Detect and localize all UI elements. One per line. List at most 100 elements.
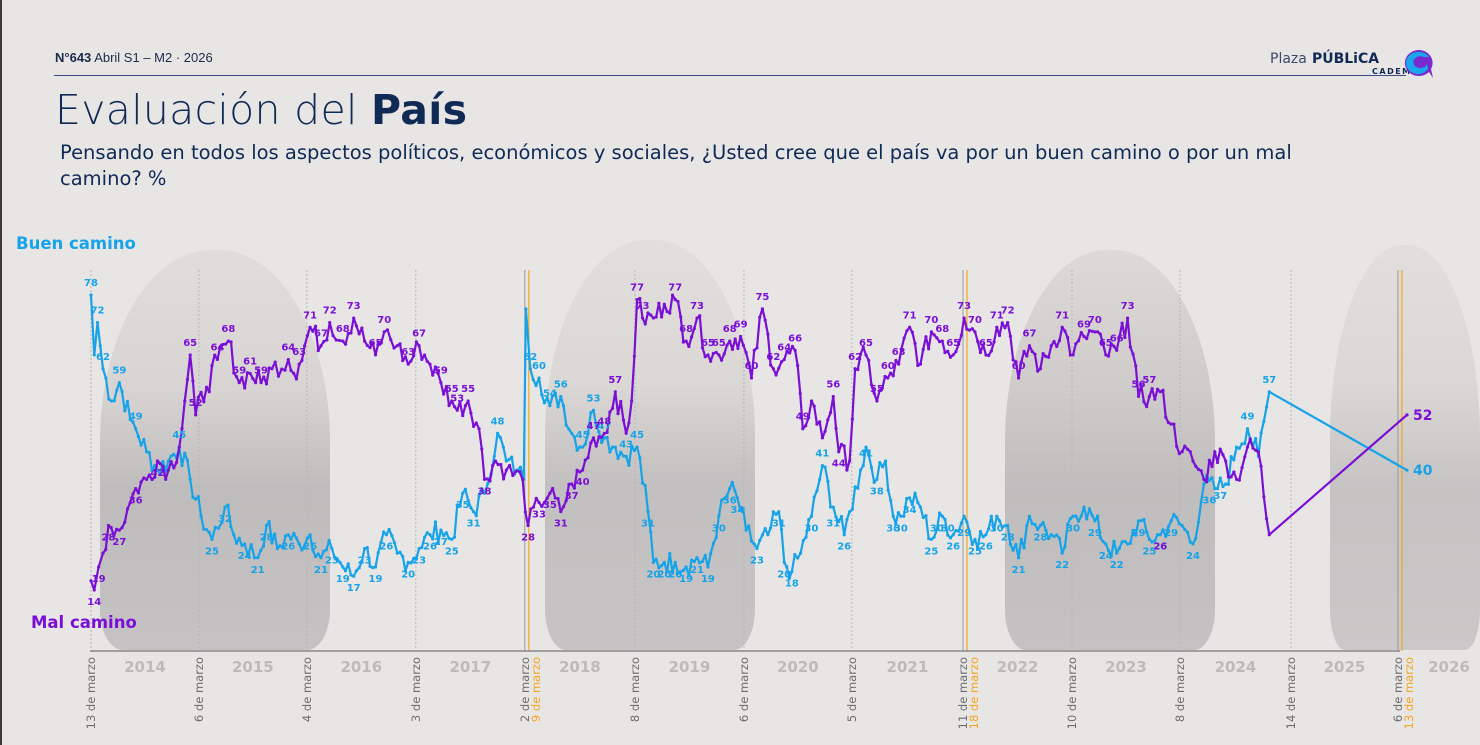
data-point [1240, 466, 1244, 470]
data-point [578, 445, 582, 449]
data-point [1019, 360, 1023, 364]
data-point [997, 333, 1002, 338]
data-label: 22 [1110, 560, 1124, 571]
data-point [316, 552, 320, 556]
data-point [433, 365, 438, 369]
data-label: 24 [1099, 551, 1113, 562]
year-label: 2024 [1215, 658, 1257, 676]
data-point [548, 404, 552, 408]
data-label: 45 [576, 430, 590, 441]
data-point [943, 517, 947, 521]
data-point [992, 528, 996, 532]
data-label: 41 [859, 449, 873, 460]
data-point [929, 537, 933, 541]
data-point [755, 346, 759, 350]
data-point [183, 399, 187, 403]
data-point [458, 504, 462, 508]
data-point [643, 322, 647, 326]
data-point [1000, 321, 1004, 325]
data-point [283, 534, 288, 538]
data-point [417, 546, 421, 551]
data-point [553, 391, 557, 395]
data-point [300, 358, 304, 363]
end-value-label: 40 [1413, 463, 1433, 479]
data-point [142, 437, 146, 442]
data-point [115, 388, 119, 392]
data-point [804, 424, 808, 428]
data-point [1128, 541, 1132, 545]
data-point [335, 557, 339, 561]
data-point [134, 487, 138, 491]
data-point [262, 375, 266, 379]
data-label: 72 [91, 306, 105, 317]
data-point [1161, 388, 1165, 392]
data-label: 66 [1110, 333, 1124, 344]
data-point [1055, 344, 1059, 349]
data-point [1123, 335, 1127, 340]
data-point [1060, 551, 1064, 555]
data-point [714, 350, 718, 354]
data-point [253, 381, 258, 385]
data-point [801, 538, 805, 543]
data-point [1267, 533, 1271, 537]
data-point [455, 408, 459, 412]
data-point [728, 487, 732, 491]
data-point [1074, 514, 1078, 518]
data-point [1177, 451, 1181, 456]
data-label: 75 [755, 292, 769, 303]
year-label: 2020 [777, 658, 819, 676]
data-label: 21 [690, 565, 704, 576]
data-label: 65 [946, 338, 960, 349]
data-point [992, 340, 996, 344]
data-point [1003, 524, 1007, 528]
data-point [1041, 520, 1045, 525]
year-label: 2014 [124, 658, 166, 676]
data-point [139, 480, 143, 484]
data-point [831, 394, 835, 399]
data-point [492, 454, 496, 458]
data-label: 67 [314, 329, 328, 340]
data-point [123, 520, 127, 524]
data-point [888, 371, 893, 375]
year-label: 2023 [1105, 658, 1147, 676]
data-point [627, 463, 631, 467]
data-point [327, 538, 331, 542]
data-label: 19 [336, 574, 350, 585]
data-label: 31 [772, 519, 786, 530]
data-point [654, 315, 658, 319]
data-point [292, 531, 296, 535]
data-point [681, 568, 686, 572]
data-point [752, 348, 756, 352]
data-point [368, 564, 372, 568]
data-point [1136, 394, 1141, 399]
data-label: 65 [369, 338, 383, 349]
data-point [529, 507, 533, 511]
data-label: 33 [532, 509, 546, 520]
data-point [872, 480, 876, 484]
data-point [458, 400, 462, 404]
data-point [1136, 519, 1141, 523]
data-point [412, 354, 416, 358]
data-point [834, 426, 838, 431]
data-point [352, 574, 356, 578]
data-point [1025, 524, 1029, 528]
data-point [1264, 517, 1269, 521]
data-point [1194, 464, 1198, 468]
data-point [180, 426, 184, 431]
data-point [158, 472, 162, 476]
data-point [1183, 527, 1187, 532]
data-point [1096, 514, 1100, 518]
data-point [275, 546, 279, 551]
data-point [281, 546, 285, 550]
data-point [586, 456, 590, 460]
data-label: 66 [788, 333, 802, 344]
data-point [602, 436, 606, 440]
data-label: 49 [796, 412, 810, 423]
data-point [719, 498, 724, 502]
data-point [978, 529, 983, 534]
data-point [630, 444, 634, 448]
data-point [735, 496, 739, 500]
data-point [785, 565, 789, 569]
data-point [104, 548, 108, 552]
data-point [354, 324, 359, 328]
